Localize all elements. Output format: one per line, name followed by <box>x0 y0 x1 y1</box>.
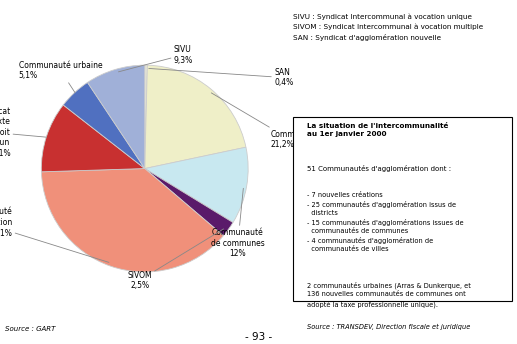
Text: Communauté
de communes
12%: Communauté de communes 12% <box>211 188 265 258</box>
Wedge shape <box>87 65 145 169</box>
Text: SIVOM
2,5%: SIVOM 2,5% <box>127 229 223 290</box>
Text: Communauté urbaine
5,1%: Communauté urbaine 5,1% <box>19 61 102 93</box>
Text: 51 Communautés d'agglomération dont :: 51 Communautés d'agglomération dont : <box>307 165 451 172</box>
Text: 2 communautés urbaines (Arras & Dunkerque, et
136 nouvelles communautés de commu: 2 communautés urbaines (Arras & Dunkerqu… <box>307 282 471 308</box>
Text: Source : GART: Source : GART <box>5 326 55 332</box>
Text: La situation de l'intercommunalité
au 1er janvier 2000: La situation de l'intercommunalité au 1e… <box>307 123 448 137</box>
Text: Communauté
d'agglomération
38,1%: Communauté d'agglomération 38,1% <box>0 207 109 262</box>
Wedge shape <box>41 105 145 172</box>
Wedge shape <box>145 65 147 169</box>
FancyBboxPatch shape <box>294 117 512 301</box>
Text: Source : TRANSDEV, Direction fiscale et juridique: Source : TRANSDEV, Direction fiscale et … <box>307 324 470 330</box>
Wedge shape <box>41 169 223 272</box>
Wedge shape <box>63 83 145 169</box>
Text: SIVU : Syndicat Intercommunal à vocation unique
SIVOM : Syndicat Intercommunal à: SIVU : Syndicat Intercommunal à vocation… <box>294 14 484 41</box>
Text: Syndicat
mixte
de droit
commun
11%: Syndicat mixte de droit commun 11% <box>0 107 47 158</box>
Wedge shape <box>145 169 233 236</box>
Text: Commune
21,2%: Commune 21,2% <box>211 93 310 149</box>
Text: - 93 -: - 93 - <box>245 332 272 342</box>
Text: - 7 nouvelles créations
- 25 communautés d'agglomération issus de
  districts
- : - 7 nouvelles créations - 25 communautés… <box>307 192 464 252</box>
Text: SIVU
9,3%: SIVU 9,3% <box>118 45 193 72</box>
Text: SAN
0,4%: SAN 0,4% <box>149 68 293 87</box>
Wedge shape <box>145 65 246 169</box>
Wedge shape <box>145 147 248 223</box>
